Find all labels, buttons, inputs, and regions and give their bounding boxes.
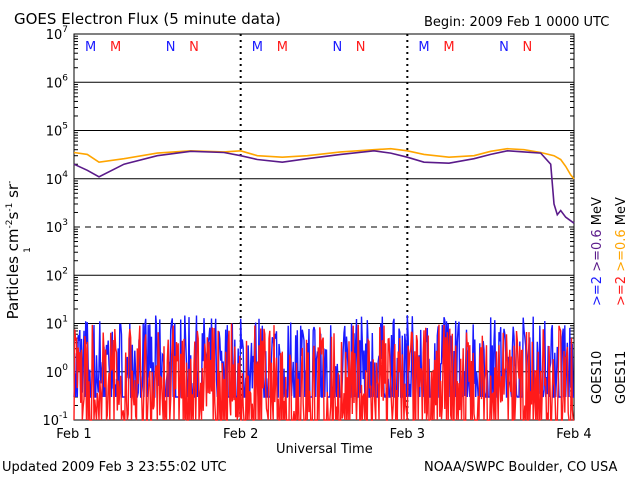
satellite-marker: N [356,40,366,55]
series-goes11 [73,323,574,421]
satellite-marker: N [189,40,199,55]
y-tick-label: 103 [46,218,68,236]
satellite-marker: M [277,40,288,55]
series-0.6mev [73,147,575,180]
y-tick-label: 104 [46,170,69,188]
satellite-marker: N [332,40,342,55]
satellite-marker: N [522,40,532,55]
satellite-marker: N [499,40,509,55]
source-label: NOAA/SWPC Boulder, CO USA [424,460,618,475]
satellite-marker: M [85,40,96,55]
satellite-marker: N [166,40,176,55]
x-axis-label: Universal Time [276,442,373,457]
updated-time: Updated 2009 Feb 3 23:55:02 UTC [2,460,227,475]
y-tick-label: 100 [46,363,69,381]
begin-time: Begin: 2009 Feb 1 0000 UTC [424,15,610,30]
x-tick-label: Feb 1 [56,427,91,442]
y-tick-label: 105 [46,122,68,140]
series-2mev [73,149,575,224]
y-tick-label: 102 [46,266,68,284]
satellite-marker: M [110,40,121,55]
satellite-marker: M [418,40,429,55]
y-tick-label: 107 [46,25,68,43]
y-tick-label: 106 [46,73,69,91]
satellite-marker: M [443,40,454,55]
chart-title: GOES Electron Flux (5 minute data) [14,10,281,28]
x-tick-label: Feb 2 [223,427,258,442]
x-tick-label: Feb 3 [390,427,425,442]
y-tick-label: 101 [46,315,68,333]
satellite-marker: M [252,40,263,55]
x-tick-label: Feb 4 [556,427,591,442]
